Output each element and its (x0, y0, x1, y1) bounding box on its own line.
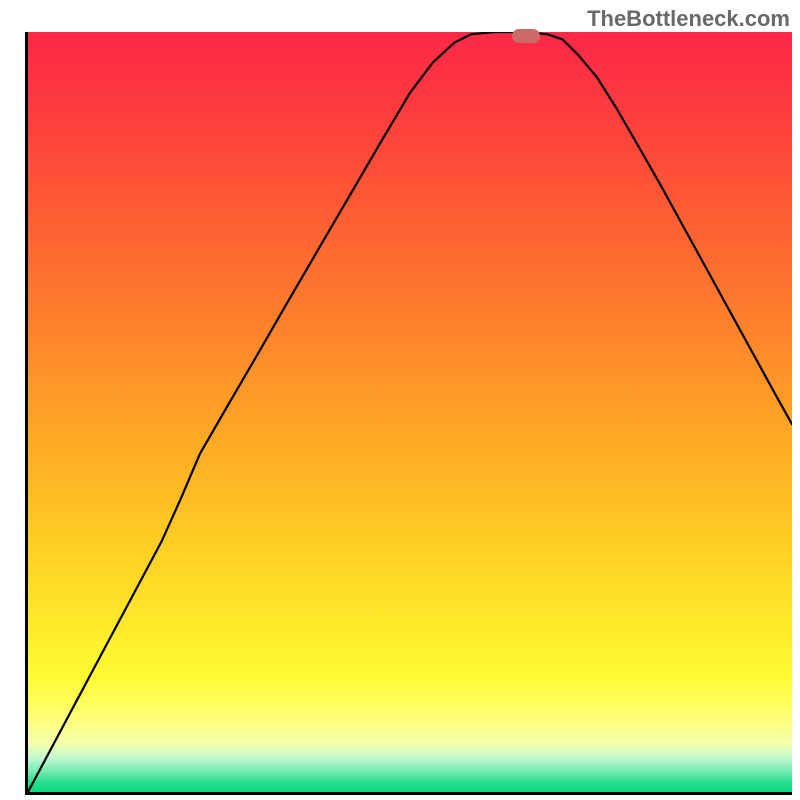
bottleneck-curve (28, 32, 792, 792)
curve-svg (28, 32, 792, 792)
optimum-marker (512, 29, 540, 43)
x-axis (25, 792, 792, 795)
plot-area (28, 32, 792, 792)
chart-container: { "watermark": { "text": "TheBottleneck.… (0, 0, 800, 800)
y-axis (25, 32, 28, 792)
watermark-text: TheBottleneck.com (587, 6, 790, 32)
